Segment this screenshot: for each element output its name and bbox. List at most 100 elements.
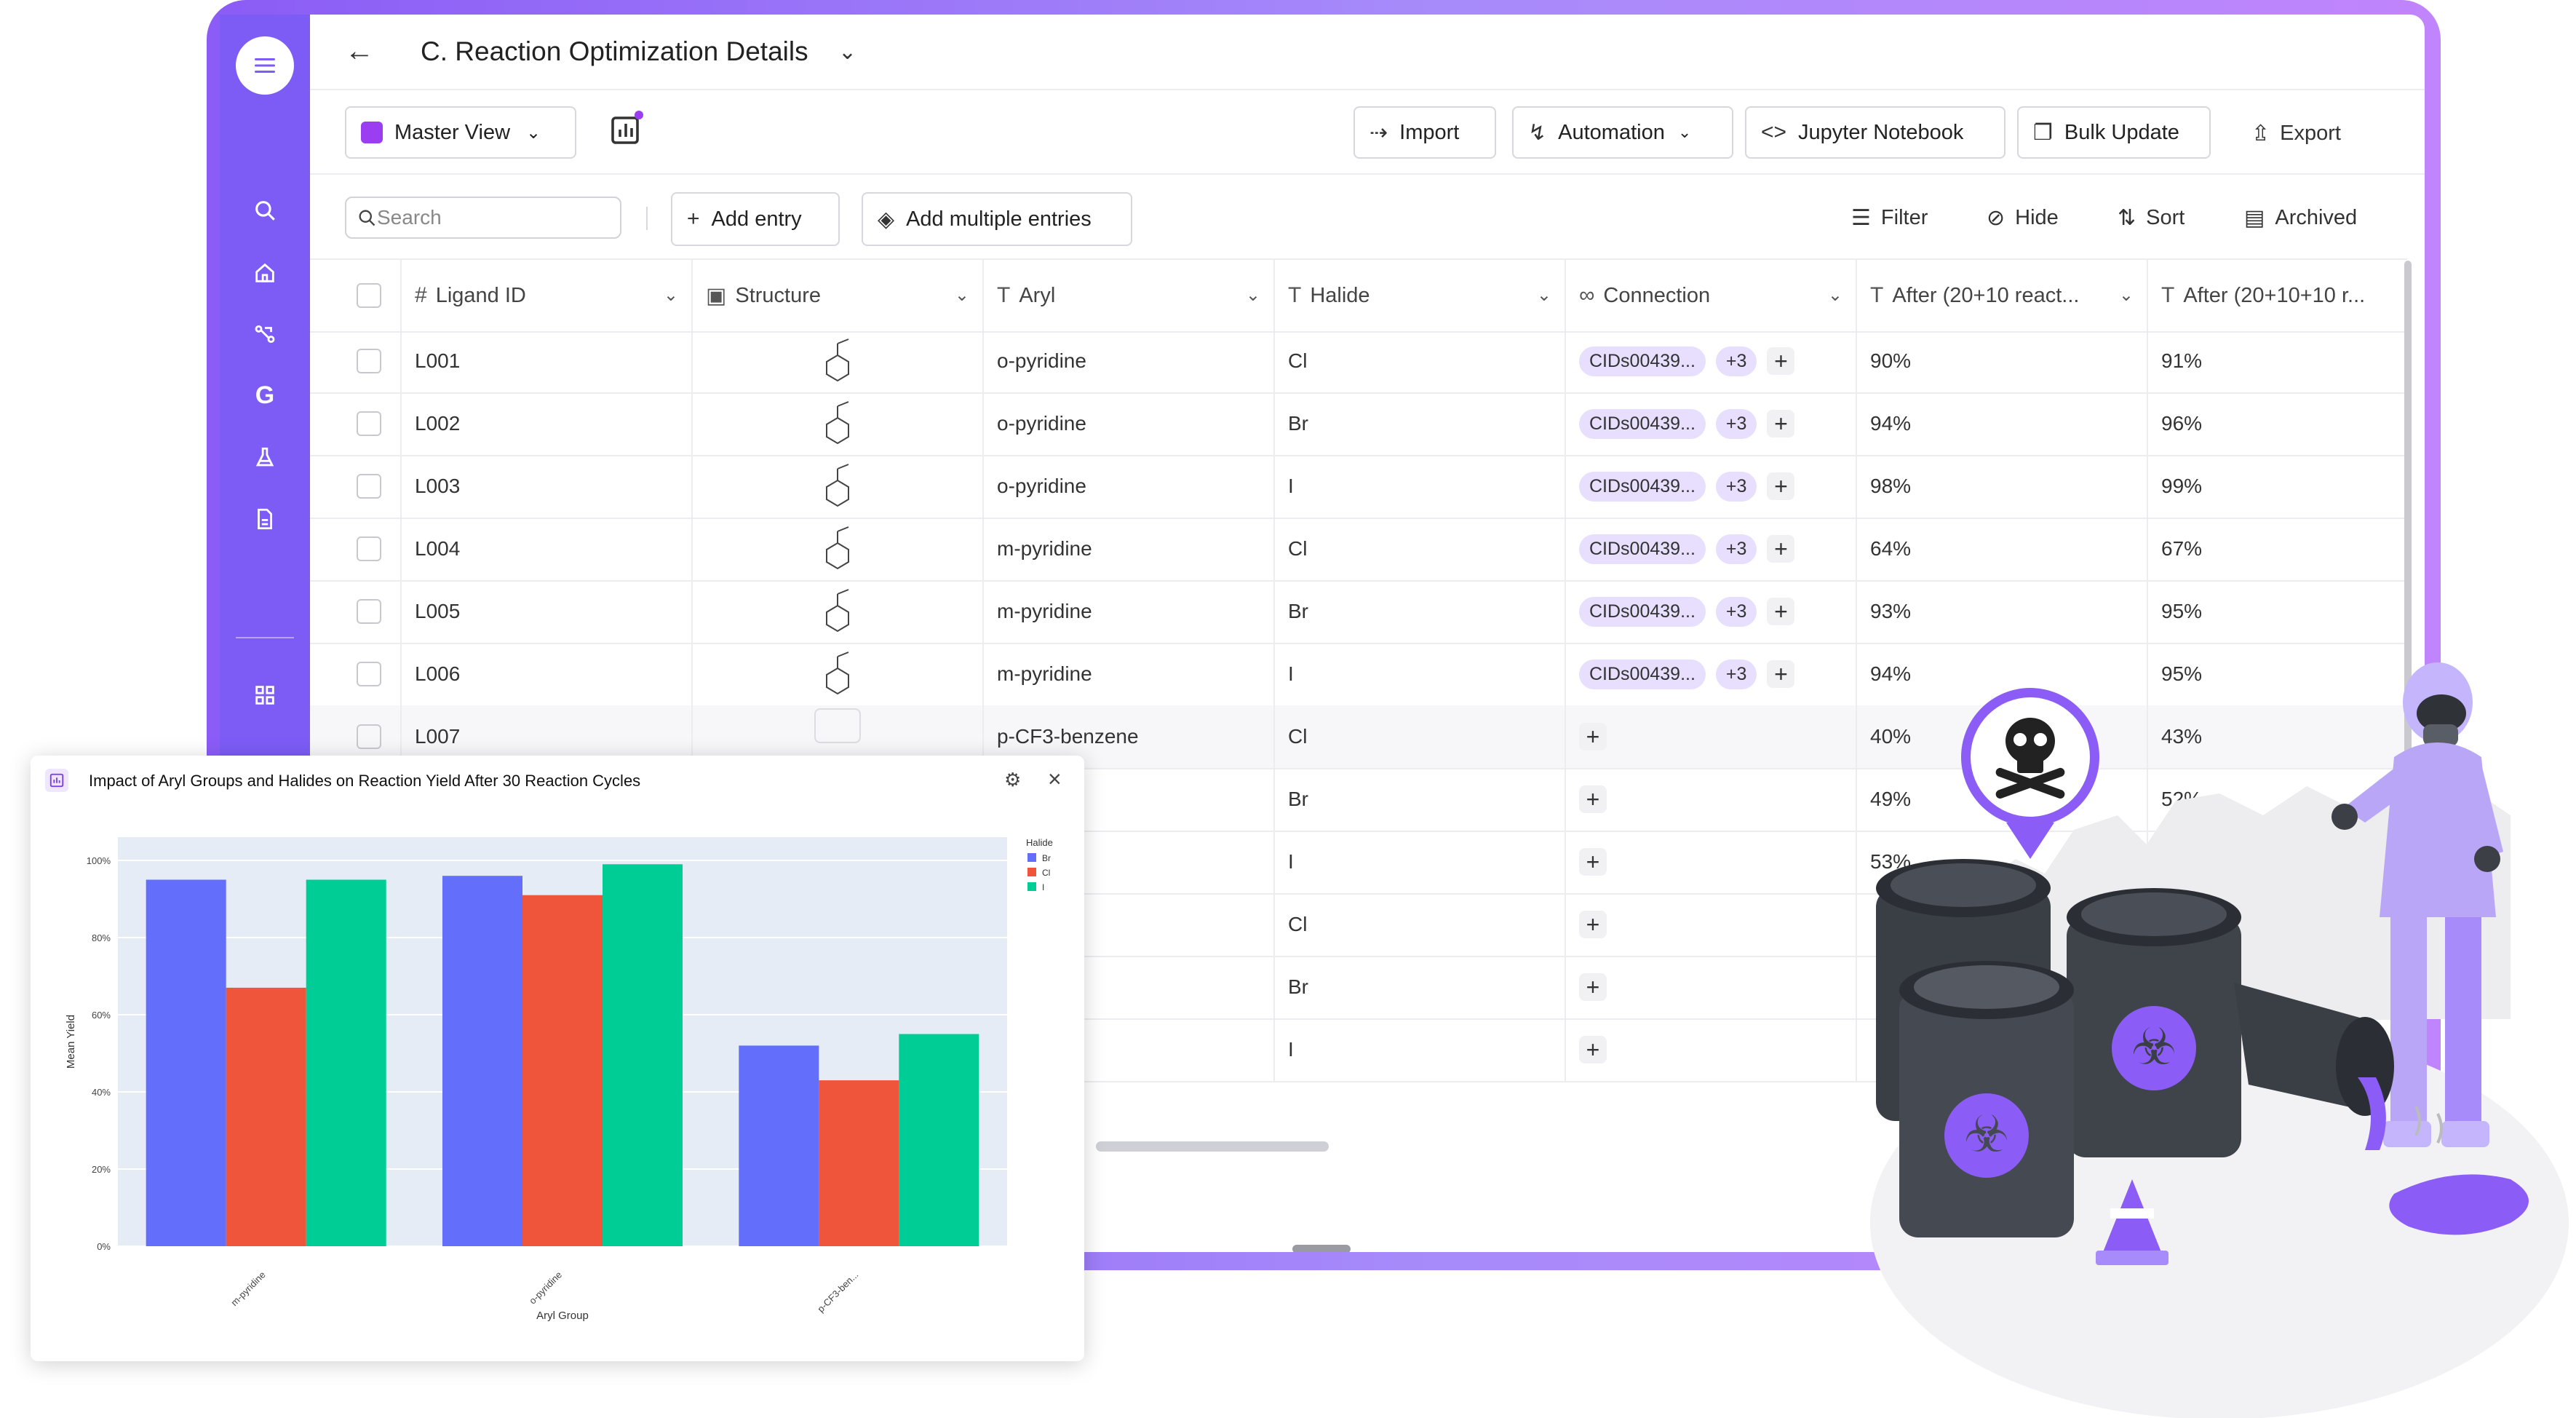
- after-40-cell[interactable]: 95%: [2148, 580, 2407, 643]
- connection-chip[interactable]: CIDs00439...: [1579, 659, 1706, 689]
- horizontal-scrollbar[interactable]: [1096, 1141, 1329, 1152]
- add-connection-button[interactable]: +: [1767, 598, 1795, 625]
- back-arrow-icon[interactable]: ←: [345, 35, 374, 67]
- column-header-ligand-id[interactable]: # Ligand ID ⌄: [402, 260, 693, 331]
- hide-button[interactable]: ⊘ Hide: [1987, 205, 2059, 231]
- jupyter-button[interactable]: <> Jupyter Notebook: [1745, 106, 2005, 159]
- column-header-after-30[interactable]: T After (20+10 react... ⌄: [1857, 260, 2148, 331]
- view-selector[interactable]: Master View ⌄: [345, 106, 576, 159]
- export-button[interactable]: ⇫ Export: [2251, 121, 2341, 146]
- ligand-id-cell[interactable]: L004: [402, 518, 693, 580]
- halide-cell[interactable]: Br: [1275, 580, 1566, 643]
- halide-cell[interactable]: Br: [1275, 956, 1566, 1018]
- connection-cell[interactable]: +: [1566, 893, 1857, 956]
- row-checkbox[interactable]: [357, 599, 381, 624]
- connection-cell[interactable]: CIDs00439... +3 +: [1566, 392, 1857, 455]
- halide-cell[interactable]: Cl: [1275, 330, 1566, 392]
- ligand-id-cell[interactable]: L007: [402, 705, 693, 768]
- ligand-id-cell[interactable]: L002: [402, 392, 693, 455]
- aryl-cell[interactable]: p-CF3-benzene: [984, 705, 1275, 768]
- home-nav-button[interactable]: [244, 252, 286, 294]
- more-connections-chip[interactable]: +3: [1715, 534, 1757, 564]
- connection-cell[interactable]: +: [1566, 1018, 1857, 1081]
- row-checkbox[interactable]: [357, 536, 381, 561]
- structure-cell[interactable]: [693, 580, 984, 643]
- structure-cell[interactable]: [693, 392, 984, 455]
- connection-chip[interactable]: CIDs00439...: [1579, 596, 1706, 627]
- table-row[interactable]: L002 o-pyridine Br CIDs00439... +3 +94% 96%: [310, 392, 2407, 456]
- after-40-cell[interactable]: 67%: [2148, 518, 2407, 580]
- aryl-cell[interactable]: m-pyridine: [984, 580, 1275, 643]
- after-30-cell[interactable]: 98%: [1857, 455, 2148, 518]
- document-nav-button[interactable]: [244, 498, 286, 540]
- connection-cell[interactable]: CIDs00439... +3 +: [1566, 580, 1857, 643]
- halide-cell[interactable]: Cl: [1275, 893, 1566, 956]
- table-row[interactable]: L003 o-pyridine I CIDs00439... +3 +98% 99%: [310, 455, 2407, 519]
- after-40-cell[interactable]: 96%: [2148, 392, 2407, 455]
- search-nav-button[interactable]: [244, 189, 286, 231]
- connection-cell[interactable]: CIDs00439... +3 +: [1566, 518, 1857, 580]
- add-connection-button[interactable]: +: [1579, 1036, 1607, 1064]
- workflow-nav-button[interactable]: [244, 313, 286, 355]
- connection-chip[interactable]: CIDs00439...: [1579, 346, 1706, 376]
- row-checkbox[interactable]: [357, 662, 381, 686]
- connection-cell[interactable]: +: [1566, 956, 1857, 1018]
- more-connections-chip[interactable]: +3: [1715, 346, 1757, 376]
- bulk-update-button[interactable]: ❐ Bulk Update: [2017, 106, 2211, 159]
- after-30-cell[interactable]: 64%: [1857, 518, 2148, 580]
- aryl-cell[interactable]: o-pyridine: [984, 330, 1275, 392]
- vertical-scrollbar[interactable]: [2404, 261, 2412, 785]
- add-connection-button[interactable]: +: [1767, 347, 1795, 375]
- aryl-cell[interactable]: m-pyridine: [984, 518, 1275, 580]
- connection-cell[interactable]: CIDs00439... +3 +: [1566, 455, 1857, 518]
- chevron-down-icon[interactable]: ⌄: [838, 40, 857, 64]
- aryl-cell[interactable]: o-pyridine: [984, 392, 1275, 455]
- connection-chip[interactable]: CIDs00439...: [1579, 534, 1706, 564]
- add-connection-button[interactable]: +: [1767, 535, 1795, 563]
- sort-button[interactable]: ⇅ Sort: [2118, 205, 2185, 231]
- after-40-cell[interactable]: 43%: [2148, 705, 2407, 768]
- column-header-halide[interactable]: T Halide ⌄: [1275, 260, 1566, 331]
- add-connection-button[interactable]: +: [1579, 785, 1607, 813]
- halide-cell[interactable]: Br: [1275, 768, 1566, 831]
- after-40-cell[interactable]: 91%: [2148, 330, 2407, 392]
- bottom-scroll-handle[interactable]: [1292, 1245, 1351, 1252]
- structure-cell[interactable]: [693, 330, 984, 392]
- row-checkbox[interactable]: [357, 349, 381, 373]
- after-30-cell[interactable]: 40%: [1857, 705, 2148, 768]
- halide-cell[interactable]: I: [1275, 455, 1566, 518]
- menu-button[interactable]: [236, 36, 294, 95]
- ligand-id-cell[interactable]: L005: [402, 580, 693, 643]
- connection-cell[interactable]: CIDs00439... +3 +: [1566, 643, 1857, 705]
- more-connections-chip[interactable]: +3: [1715, 408, 1757, 439]
- row-checkbox[interactable]: [357, 411, 381, 436]
- halide-cell[interactable]: I: [1275, 1018, 1566, 1081]
- add-connection-button[interactable]: +: [1767, 410, 1795, 437]
- after-30-cell[interactable]: 90%: [1857, 330, 2148, 392]
- column-header-after-40[interactable]: T After (20+10+10 r...: [2148, 260, 2407, 331]
- add-connection-button[interactable]: +: [1767, 660, 1795, 688]
- search-input[interactable]: Search: [345, 197, 621, 239]
- close-icon[interactable]: ×: [1048, 766, 1062, 792]
- row-checkbox[interactable]: [357, 474, 381, 499]
- column-header-connection[interactable]: ∞ Connection ⌄: [1566, 260, 1857, 331]
- add-connection-button[interactable]: +: [1579, 848, 1607, 876]
- after-30-cell[interactable]: 49%: [1857, 768, 2148, 831]
- halide-cell[interactable]: Cl: [1275, 705, 1566, 768]
- halide-cell[interactable]: I: [1275, 831, 1566, 893]
- after-30-cell[interactable]: 93%: [1857, 580, 2148, 643]
- gear-icon[interactable]: ⚙: [1004, 769, 1022, 791]
- add-connection-button[interactable]: +: [1767, 472, 1795, 500]
- column-header-structure[interactable]: ▣ Structure ⌄: [693, 260, 984, 331]
- connection-cell[interactable]: +: [1566, 768, 1857, 831]
- ligand-id-cell[interactable]: L006: [402, 643, 693, 705]
- more-connections-chip[interactable]: +3: [1715, 596, 1757, 627]
- after-40-cell[interactable]: 99%: [2148, 455, 2407, 518]
- import-button[interactable]: ⇢ Import: [1353, 106, 1496, 159]
- add-connection-button[interactable]: +: [1579, 723, 1607, 750]
- select-all-checkbox[interactable]: [357, 283, 381, 308]
- table-row[interactable]: L004 m-pyridine Cl CIDs00439... +3 +64% 67%: [310, 518, 2407, 582]
- structure-cell[interactable]: [693, 705, 984, 768]
- more-connections-chip[interactable]: +3: [1715, 471, 1757, 502]
- aryl-cell[interactable]: o-pyridine: [984, 455, 1275, 518]
